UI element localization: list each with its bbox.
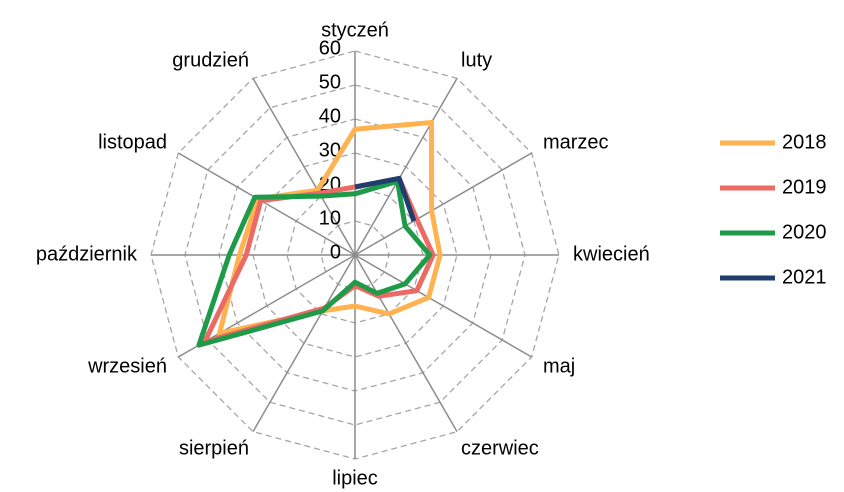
category-label: wrzesień <box>87 355 167 377</box>
legend-label: 2021 <box>782 266 827 288</box>
spoke <box>354 77 458 256</box>
series-line <box>196 178 433 348</box>
legend-label: 2019 <box>782 176 827 198</box>
category-label: czerwiec <box>461 437 539 459</box>
category-label: maj <box>543 355 575 377</box>
category-label: styczeń <box>321 19 389 41</box>
tick-label: 10 <box>319 207 341 229</box>
category-label: kwiecień <box>573 243 650 265</box>
spoke <box>354 152 533 256</box>
category-label: marzec <box>543 131 609 153</box>
category-label: grudzień <box>172 49 249 71</box>
spoke <box>252 77 356 256</box>
tick-label: 60 <box>319 37 341 59</box>
category-label: sierpień <box>179 437 249 459</box>
tick-label: 30 <box>319 139 341 161</box>
spoke <box>354 254 533 358</box>
tick-label: 0 <box>330 241 341 263</box>
spoke <box>252 254 356 433</box>
legend-label: 2020 <box>782 221 827 243</box>
tick-label: 40 <box>319 105 341 127</box>
tick-label: 50 <box>319 71 341 93</box>
legend-label: 2018 <box>782 131 827 153</box>
spoke <box>177 152 356 256</box>
category-label: listopad <box>98 131 167 153</box>
category-label: lipiec <box>332 467 378 489</box>
spoke <box>354 254 458 433</box>
series-line <box>354 175 417 222</box>
category-label: luty <box>461 49 492 71</box>
series-line <box>202 175 436 345</box>
category-label: październik <box>36 243 138 265</box>
